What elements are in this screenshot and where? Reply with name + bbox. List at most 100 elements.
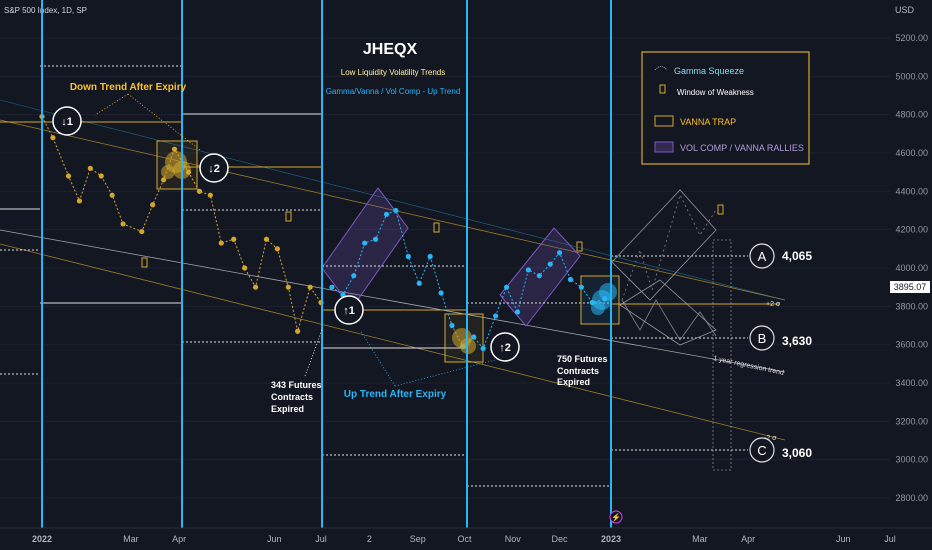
series-point-blue bbox=[329, 284, 335, 290]
y-tick-label: 4600.00 bbox=[895, 148, 928, 158]
blue-cluster bbox=[591, 283, 617, 315]
x-tick-label: 2023 bbox=[601, 534, 621, 544]
x-tick-label: Jul bbox=[315, 534, 327, 544]
target-c-circle bbox=[749, 437, 775, 463]
y-tick-label: 3000.00 bbox=[895, 455, 928, 465]
vanna-trap-icon bbox=[654, 115, 674, 127]
x-tick-label: Apr bbox=[741, 534, 755, 544]
x-tick-label: Sep bbox=[410, 534, 426, 544]
series-point-gold bbox=[263, 236, 270, 242]
svg-text:750 Futures: 750 Futures bbox=[557, 354, 608, 364]
series-point-gold bbox=[139, 228, 145, 235]
x-tick-label: Dec bbox=[552, 534, 569, 544]
regression-label: 1 year regression trend bbox=[713, 355, 785, 377]
series-point-gold bbox=[295, 328, 301, 334]
sigma-up-label: +2 σ bbox=[766, 301, 781, 308]
svg-text:A: A bbox=[758, 249, 767, 264]
expiry-lines bbox=[41, 0, 612, 528]
y-tick-label: 5000.00 bbox=[895, 71, 928, 81]
series-point-gold bbox=[242, 265, 248, 271]
series-point-gold bbox=[160, 177, 167, 183]
series-point-gold bbox=[76, 198, 83, 204]
circle-up-2 bbox=[490, 332, 520, 362]
lightning-icon[interactable] bbox=[609, 510, 623, 524]
svg-text:↑2: ↑2 bbox=[499, 342, 511, 354]
up-trend-annotation: Up Trend After Expiry bbox=[344, 389, 447, 400]
series-point-blue bbox=[556, 250, 563, 256]
x-tick-label: Oct bbox=[457, 534, 472, 544]
symbol-label: S&P 500 Index, 1D, SP bbox=[4, 6, 88, 15]
y-tick-label: 3600.00 bbox=[895, 340, 928, 350]
series-point-gold bbox=[50, 135, 56, 141]
projection-paths bbox=[611, 189, 732, 471]
svg-text:↓2: ↓2 bbox=[208, 163, 220, 175]
y-tick-label: 2800.00 bbox=[895, 493, 928, 503]
y-tick-label: 4800.00 bbox=[895, 110, 928, 120]
volcomp-zone-1 bbox=[321, 187, 409, 309]
svg-text:VANNA TRAP: VANNA TRAP bbox=[680, 117, 736, 127]
channel-lower-line bbox=[0, 243, 786, 441]
circle-up-1 bbox=[334, 295, 364, 325]
circle-down-1 bbox=[52, 106, 82, 136]
svg-text:Contracts: Contracts bbox=[271, 392, 313, 402]
series-point-blue bbox=[567, 276, 574, 283]
series-point-blue bbox=[393, 207, 399, 214]
x-tick-label: Nov bbox=[505, 534, 522, 544]
series-point-gold bbox=[87, 165, 93, 171]
last-price-tag: 3895.07 bbox=[890, 281, 930, 293]
channel-upper-line bbox=[0, 119, 786, 301]
target-a-circle bbox=[749, 243, 775, 269]
x-tick-label: Jun bbox=[836, 534, 851, 544]
y-tick-label: 4400.00 bbox=[895, 186, 928, 196]
series-point-blue bbox=[416, 280, 422, 286]
series-point-gold bbox=[274, 246, 280, 252]
trend-circles: ↓1 ↓2 ↑1 ↑2 bbox=[52, 106, 520, 362]
series-point-gold bbox=[231, 236, 237, 242]
svg-text:↓1: ↓1 bbox=[61, 116, 73, 128]
target-c-value: 3,060 bbox=[782, 446, 812, 460]
target-b-value: 3,630 bbox=[782, 334, 812, 348]
y-tick-label: 3200.00 bbox=[895, 416, 928, 426]
series-point-gold bbox=[307, 284, 313, 290]
sigma-down-label: -2 σ bbox=[764, 435, 777, 442]
series-point-gold bbox=[207, 192, 213, 198]
series-point-blue bbox=[578, 284, 584, 290]
svg-text:VOL COMP / VANNA RALLIES: VOL COMP / VANNA RALLIES bbox=[680, 143, 804, 153]
window-marks bbox=[141, 204, 724, 268]
x-tick-label: Jun bbox=[267, 534, 282, 544]
svg-text:Expired: Expired bbox=[271, 404, 304, 414]
series-point-blue bbox=[525, 267, 531, 273]
down-trend-annotation: Down Trend After Expiry bbox=[70, 82, 187, 93]
series-point-blue bbox=[383, 211, 390, 217]
series-point-gold bbox=[150, 202, 156, 208]
y-axis: 2800.00 3000.00 3200.00 3400.00 3600.00 3800.… bbox=[895, 33, 928, 503]
series-point-blue bbox=[351, 273, 357, 279]
svg-text:⚡: ⚡ bbox=[611, 512, 621, 522]
x-tick-label: 2 bbox=[367, 534, 372, 544]
dotted-levels bbox=[0, 65, 748, 487]
currency-label: USD bbox=[894, 5, 914, 15]
svg-text:C: C bbox=[757, 443, 766, 458]
window-icon bbox=[659, 84, 666, 94]
y-tick-label: 4200.00 bbox=[895, 225, 928, 235]
svg-text:343 Futures: 343 Futures bbox=[271, 380, 322, 390]
series-point-blue bbox=[362, 240, 368, 246]
svg-text:B: B bbox=[758, 331, 767, 346]
series-point-blue bbox=[438, 290, 444, 296]
y-tick-label: 4000.00 bbox=[895, 263, 928, 273]
channel-mid-line bbox=[0, 229, 786, 373]
series-point-gold bbox=[109, 192, 115, 198]
series-point-gold bbox=[285, 284, 291, 290]
x-axis: 2022 Mar Apr Jun Jul 2 Sep Oct Nov Dec 2023 Mar Apr J… bbox=[32, 534, 896, 544]
series-point-blue bbox=[514, 309, 521, 315]
x-tick-label: Apr bbox=[172, 534, 186, 544]
series-point-gold bbox=[65, 173, 72, 179]
svg-text:Gamma Squeeze: Gamma Squeeze bbox=[674, 66, 744, 76]
series-point-blue bbox=[536, 273, 542, 279]
series-point-blue bbox=[493, 313, 499, 319]
targets: A 4,065 B 3,630 C 3,060 bbox=[749, 243, 812, 463]
legend: Gamma Squeeze Window of Weakness VANNA T… bbox=[641, 51, 810, 165]
x-tick-label: Mar bbox=[692, 534, 708, 544]
chart-subtitle-2: Gamma/Vanna / Vol Comp - Up Trend bbox=[326, 87, 461, 96]
